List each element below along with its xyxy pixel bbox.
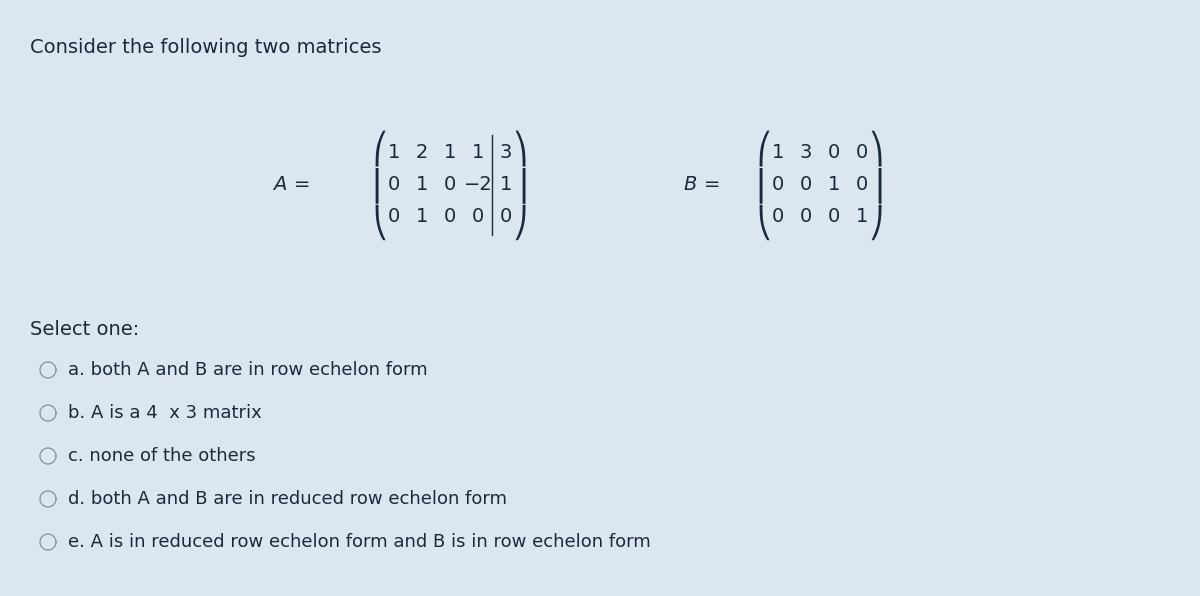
Text: 0: 0 (772, 207, 784, 226)
Text: c. none of the others: c. none of the others (68, 447, 256, 465)
Text: 1: 1 (472, 144, 484, 163)
Text: 0: 0 (856, 144, 868, 163)
Text: 1: 1 (856, 207, 868, 226)
Text: 3: 3 (800, 144, 812, 163)
Text: 0: 0 (828, 144, 840, 163)
Text: 0: 0 (828, 207, 840, 226)
Text: 1: 1 (444, 144, 456, 163)
Text: Select one:: Select one: (30, 320, 139, 339)
Text: 0: 0 (856, 175, 868, 194)
Text: 1: 1 (416, 207, 428, 226)
Text: 0: 0 (772, 175, 784, 194)
Text: 0: 0 (800, 207, 812, 226)
Text: 0: 0 (444, 175, 456, 194)
Text: 1: 1 (828, 175, 840, 194)
Text: 0: 0 (800, 175, 812, 194)
Text: ⎛
⎜
⎝: ⎛ ⎜ ⎝ (372, 130, 388, 240)
Text: 1: 1 (416, 175, 428, 194)
Text: Consider the following two matrices: Consider the following two matrices (30, 38, 382, 57)
Text: 0: 0 (388, 207, 400, 226)
Text: 1: 1 (388, 144, 400, 163)
Text: −2: −2 (463, 175, 492, 194)
Text: $A\,=$: $A\,=$ (272, 175, 310, 194)
Text: a. both A and B are in row echelon form: a. both A and B are in row echelon form (68, 361, 427, 379)
Text: 1: 1 (772, 144, 784, 163)
Text: 2: 2 (416, 144, 428, 163)
Text: b. A is a 4  x 3 matrix: b. A is a 4 x 3 matrix (68, 404, 262, 422)
Text: e. A is in reduced row echelon form and B is in row echelon form: e. A is in reduced row echelon form and … (68, 533, 650, 551)
Text: $B\,=$: $B\,=$ (683, 175, 720, 194)
Text: 3: 3 (500, 144, 512, 163)
Text: 0: 0 (472, 207, 484, 226)
Text: ⎞
⎟
⎠: ⎞ ⎟ ⎠ (869, 130, 883, 240)
Text: 0: 0 (388, 175, 400, 194)
Text: 1: 1 (500, 175, 512, 194)
Text: ⎞
⎟
⎠: ⎞ ⎟ ⎠ (512, 130, 528, 240)
Text: 0: 0 (444, 207, 456, 226)
Text: d. both A and B are in reduced row echelon form: d. both A and B are in reduced row echel… (68, 490, 508, 508)
Text: ⎛
⎜
⎝: ⎛ ⎜ ⎝ (756, 130, 772, 240)
Text: 0: 0 (500, 207, 512, 226)
